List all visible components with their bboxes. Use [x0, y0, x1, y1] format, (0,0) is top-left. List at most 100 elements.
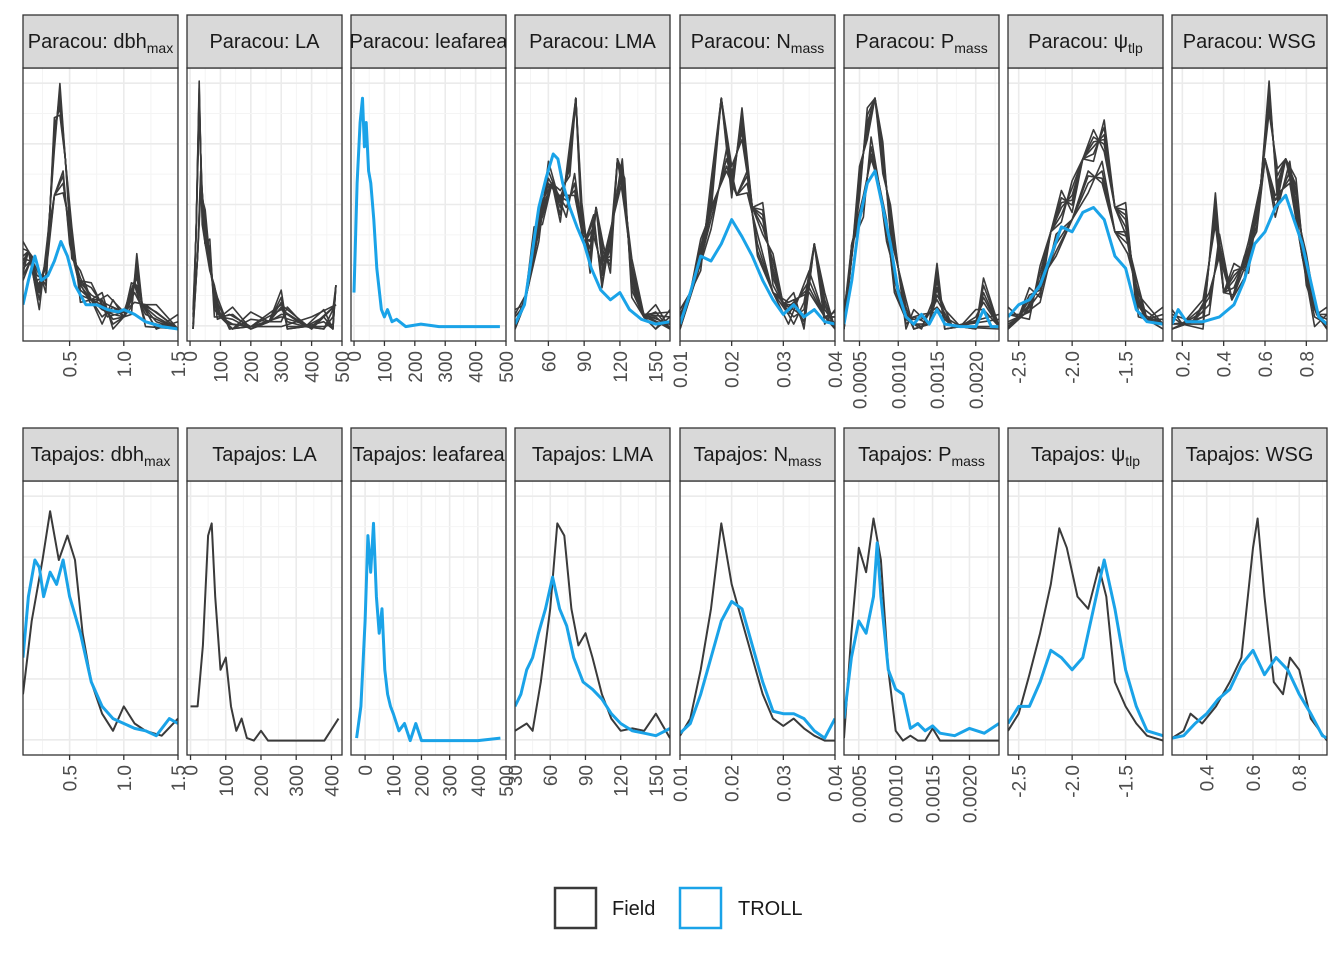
series-field-line	[23, 192, 178, 330]
series-troll-line	[352, 96, 500, 329]
curves	[1172, 80, 1327, 330]
x-tick-label: 100	[384, 765, 405, 797]
x-tick-label: 300	[287, 765, 308, 797]
series-field-line	[1172, 517, 1327, 742]
strip-label: Paracou: Pmass	[855, 31, 987, 56]
strip-background	[22, 427, 179, 482]
x-tick-label: 0.0005	[850, 765, 871, 823]
x-tick-label: 0	[181, 351, 202, 362]
strip-background	[350, 427, 507, 482]
x-tick-label: 200	[252, 765, 273, 797]
series-troll-line	[1172, 648, 1327, 740]
x-tick-label: 200	[406, 351, 427, 383]
x-tick-label: 0.8	[1290, 765, 1311, 791]
panel-paracou-5: Paracou: Pmass 0.0005 0.0010 0.0015 0.0020	[843, 14, 1000, 409]
strip-label: Paracou: Nmass	[691, 31, 825, 56]
x-tick-label: 0.0010	[887, 765, 908, 823]
strip-label: Tapajos: dbhmax	[31, 444, 171, 469]
series-field-line	[680, 522, 835, 742]
x-tick-label: 120	[611, 351, 632, 383]
strip-background	[1171, 427, 1328, 482]
series-field-line	[515, 97, 670, 330]
x-tick-label: 0.0020	[967, 351, 988, 409]
series-field-line	[1008, 527, 1163, 742]
x-tick-label: 0.0015	[924, 765, 945, 823]
panel-paracou-0: Paracou: dbhmax 0.5 1.0 1.5	[22, 14, 190, 377]
strip-label: Paracou: ψtlp	[1028, 31, 1143, 56]
strip-label: Paracou: LMA	[529, 31, 656, 53]
x-tick-label: 120	[612, 765, 633, 797]
x-tick-label: 500	[333, 351, 354, 383]
x-tick-label: 90	[577, 765, 598, 786]
curves	[515, 97, 670, 330]
x-tick-label: 0.4	[1215, 351, 1236, 378]
curves	[844, 97, 999, 330]
x-tick-label: 150	[647, 765, 668, 797]
panel-tapajos-5: Tapajos: Pmass 0.0005 0.0010 0.0015 0.0020	[843, 427, 1000, 823]
curves	[680, 522, 835, 742]
gridlines	[1172, 481, 1327, 755]
series-troll-line	[23, 240, 178, 331]
panel-tapajos-1: Tapajos: LA 0 100 200 300 400	[182, 427, 343, 797]
x-tick-label: 0.4	[1198, 765, 1219, 792]
x-tick-label: -1.5	[1117, 765, 1138, 798]
strip-background	[1007, 427, 1164, 482]
strip-background	[350, 14, 507, 69]
x-tick-label: 0.6	[1244, 765, 1265, 791]
x-tick-label: 30	[506, 765, 527, 786]
x-tick-label: 0.5	[61, 765, 82, 791]
strip-background	[843, 14, 1000, 69]
curves	[515, 522, 670, 739]
panel-paracou-7: Paracou: WSG 0.2 0.4 0.6 0.8	[1171, 14, 1328, 378]
x-tick-label: 100	[375, 351, 396, 383]
panel-tapajos-6: Tapajos: ψtlp -2.5 -2.0 -1.5	[1007, 427, 1164, 798]
x-tick-label: 0.8	[1297, 351, 1318, 377]
series-field-line	[23, 175, 178, 330]
gridlines	[680, 481, 835, 755]
x-tick-label: 500	[497, 765, 518, 797]
gridlines	[187, 68, 342, 341]
x-tick-label: 1.5	[169, 351, 190, 377]
x-tick-label: 0.0015	[928, 351, 949, 409]
curves	[23, 82, 178, 331]
x-tick-label: 400	[469, 765, 490, 797]
series-troll-line	[844, 169, 999, 329]
strip-label: Tapajos: LMA	[532, 444, 654, 466]
legend-label-troll: TROLL	[738, 898, 802, 920]
x-tick-label: 0	[345, 351, 366, 362]
series-field-line	[192, 175, 337, 330]
legend-key-troll	[678, 886, 723, 930]
legend-label-field: Field	[612, 898, 655, 920]
strip-background	[22, 14, 179, 69]
series-troll-line	[1008, 206, 1163, 326]
x-tick-label: 0.6	[1256, 351, 1277, 377]
x-tick-label: 0.03	[774, 765, 795, 802]
curves	[192, 80, 337, 330]
curves	[352, 96, 500, 329]
curves	[1008, 119, 1163, 330]
gridlines	[515, 481, 670, 755]
strip-background	[679, 427, 836, 482]
strip-label: Paracou: dbhmax	[28, 31, 173, 56]
curves	[1008, 527, 1163, 742]
x-tick-label: 0.03	[774, 351, 795, 388]
x-tick-label: 300	[436, 351, 457, 383]
gridlines	[351, 68, 506, 341]
series-field-line	[680, 97, 835, 330]
x-tick-label: 300	[441, 765, 462, 797]
x-tick-label: 1.0	[115, 351, 136, 377]
gridlines	[1008, 481, 1163, 755]
x-tick-label: -2.0	[1063, 351, 1084, 384]
x-tick-label: 1.0	[115, 765, 136, 791]
series-troll-line	[1172, 193, 1327, 326]
gridlines	[23, 481, 178, 755]
series-field-line	[23, 102, 178, 330]
series-troll-line	[680, 600, 835, 740]
strip-label: Tapajos: ψtlp	[1031, 444, 1140, 469]
panels-layer: Paracou: dbhmax 0.5 1.0 1.5 Paracou: LA 0 100 2…	[22, 14, 1328, 823]
x-tick-label: -2.5	[1010, 765, 1031, 798]
strip-background	[186, 427, 343, 482]
x-tick-label: 0.02	[723, 765, 744, 802]
strip-background	[514, 427, 671, 482]
series-field-line	[680, 165, 835, 330]
